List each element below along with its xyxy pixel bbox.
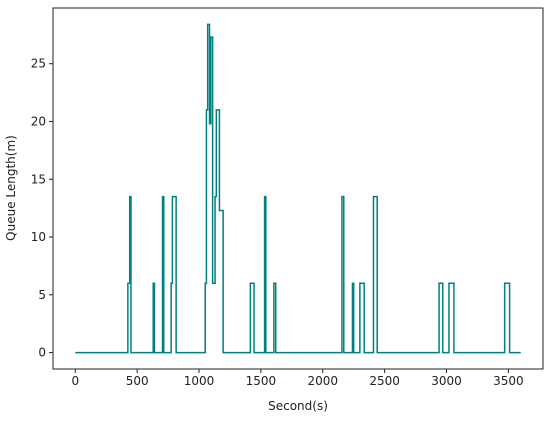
x-tick-label: 0 [71, 374, 79, 388]
y-tick-label: 0 [38, 346, 46, 360]
plot-frame [52, 7, 544, 370]
y-tick-label: 15 [31, 172, 46, 186]
x-tick-label: 3000 [431, 374, 462, 388]
x-tick-label: 3500 [493, 374, 524, 388]
x-axis-label: Second(s) [268, 399, 328, 413]
x-tick-label: 2500 [369, 374, 400, 388]
data-line [75, 23, 521, 354]
y-tick-label: 10 [31, 230, 46, 244]
x-tick-label: 500 [126, 374, 149, 388]
y-tick-label: 20 [31, 114, 46, 128]
y-tick-label: 5 [38, 288, 46, 302]
x-tick-label: 1500 [246, 374, 277, 388]
x-tick-label: 1000 [184, 374, 215, 388]
y-axis-label: Queue Length(m) [4, 135, 18, 241]
x-tick-label: 2000 [307, 374, 338, 388]
y-tick-label: 25 [31, 57, 46, 71]
